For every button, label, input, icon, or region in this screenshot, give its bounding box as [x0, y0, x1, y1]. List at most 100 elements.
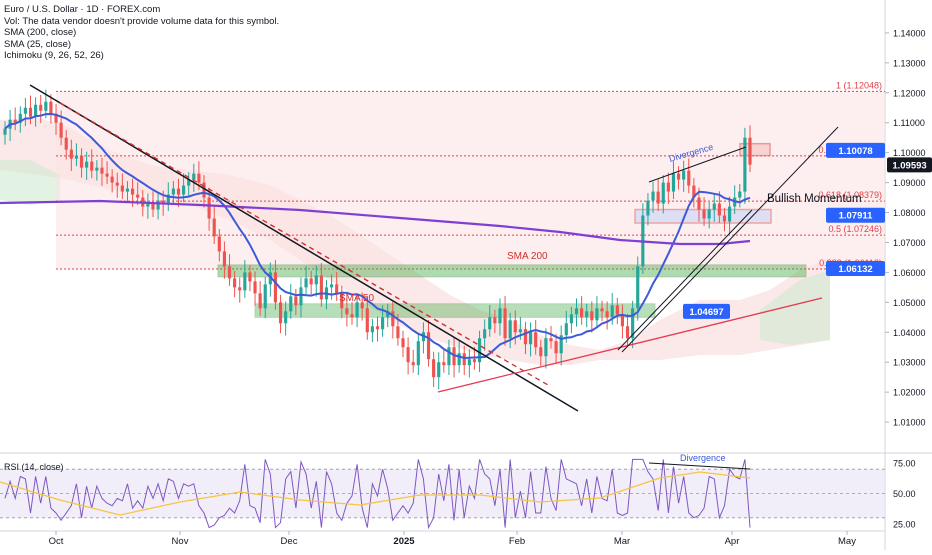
candle-body: [95, 167, 99, 171]
candle-body: [197, 173, 201, 183]
candle-body: [18, 113, 22, 123]
candle-body: [59, 122, 63, 138]
candle-body: [23, 107, 27, 114]
divergence-line: [648, 146, 747, 183]
candle-body: [743, 137, 747, 192]
rsi-moving-average: [0, 471, 751, 516]
candle-body: [64, 137, 68, 150]
candle-body: [187, 179, 191, 186]
candle-body: [401, 338, 405, 348]
candle-body: [610, 305, 614, 318]
x-tick-label: Nov: [172, 536, 189, 547]
candle-body: [335, 284, 339, 294]
price-label-box: [826, 142, 885, 158]
candle-body: [263, 284, 267, 309]
y-tick-label: 1.14000: [893, 28, 926, 38]
rsi-y-tick-label: 50.00: [893, 489, 916, 499]
candle-body: [523, 329, 528, 345]
price-label-box: [826, 207, 885, 223]
ichimoku-cloud-bullish: [760, 270, 830, 345]
candle-body: [182, 185, 186, 195]
candle-body: [457, 353, 461, 366]
y-tick-label: 1.05000: [893, 298, 926, 308]
y-tick-label: 1.11000: [893, 118, 925, 128]
candle-body: [738, 191, 742, 198]
candle-body: [483, 329, 487, 339]
candle-body: [477, 338, 482, 363]
candle-body: [161, 200, 165, 204]
candle-body: [304, 278, 308, 288]
price-label: 1.07911: [839, 211, 874, 222]
candle-body: [549, 338, 553, 342]
candle-body: [289, 296, 293, 312]
candle-body: [702, 209, 706, 219]
candle-body: [432, 359, 436, 378]
candle-body: [314, 275, 318, 285]
rsi-y-tick-label: 25.00: [893, 519, 916, 529]
candle-body: [462, 353, 466, 366]
candle-body: [44, 101, 48, 111]
sma25-indicator-label[interactable]: SMA (25, close): [4, 38, 72, 50]
candle-body: [125, 188, 130, 192]
candle-body: [631, 308, 635, 339]
symbol-title[interactable]: Euro / U.S. Dollar · 1D · FOREX.com: [4, 4, 161, 15]
candle-body: [299, 287, 303, 306]
candle-body: [386, 311, 390, 318]
candle-body: [258, 293, 262, 309]
candle-body: [671, 173, 676, 192]
downtrend-line: [29, 84, 579, 412]
candle-body: [207, 197, 211, 219]
candle-body: [406, 347, 410, 363]
candle-body: [559, 335, 563, 354]
y-tick-label: 1.08000: [893, 208, 926, 218]
y-tick-label: 1.01000: [893, 418, 926, 428]
candle-body: [329, 284, 334, 288]
candle-body: [345, 308, 349, 315]
candle-body: [544, 338, 548, 357]
candle-body: [49, 101, 53, 114]
uptrend-channel-line: [617, 209, 753, 351]
candle-body: [472, 359, 477, 363]
candle-body: [717, 203, 721, 216]
sma200-annotation: SMA 200: [507, 251, 548, 262]
candle-body: [176, 188, 181, 195]
candle-body: [136, 194, 140, 198]
candle-body: [498, 308, 502, 324]
candle-body: [518, 329, 522, 333]
support-zone: [254, 303, 656, 318]
candle-body: [574, 308, 579, 315]
candle-body: [426, 332, 431, 360]
price-label: 1.10078: [838, 146, 872, 157]
candle-body: [28, 107, 33, 117]
fib-level-label: 1 (1.12048): [836, 80, 882, 90]
candle-body: [488, 317, 492, 330]
y-tick-label: 1.07000: [893, 238, 926, 248]
candle-body: [13, 119, 17, 123]
sma200-line: [0, 199, 751, 246]
y-tick-label: 1.10000: [893, 148, 926, 158]
x-tick-label: Dec: [281, 536, 298, 547]
rsi-y-tick-label: 75.00: [893, 459, 916, 469]
uptrend-support-line: [437, 297, 823, 393]
candle-body: [682, 170, 686, 180]
candle-body: [171, 188, 175, 195]
candle-body: [340, 293, 344, 309]
rsi-legend[interactable]: RSI (14, close): [4, 462, 64, 472]
candle-body: [253, 281, 257, 294]
candle-body: [411, 362, 415, 366]
sma200-indicator-label[interactable]: SMA (200, close): [4, 27, 77, 39]
candle-body: [309, 278, 313, 285]
candle-body: [233, 278, 237, 288]
candle-body: [278, 302, 283, 324]
candle-body: [294, 296, 298, 306]
candle-body: [85, 161, 89, 168]
candle-body: [375, 326, 380, 330]
ichimoku-indicator-label[interactable]: Ichimoku (9, 26, 52, 26): [4, 50, 104, 62]
y-tick-label: 1.12000: [893, 88, 926, 98]
candle-body: [243, 272, 247, 291]
volume-indicator-label[interactable]: Vol: The data vendor doesn't provide vol…: [4, 15, 280, 27]
candle-body: [396, 326, 400, 339]
price-label: 1.09593: [892, 160, 926, 171]
